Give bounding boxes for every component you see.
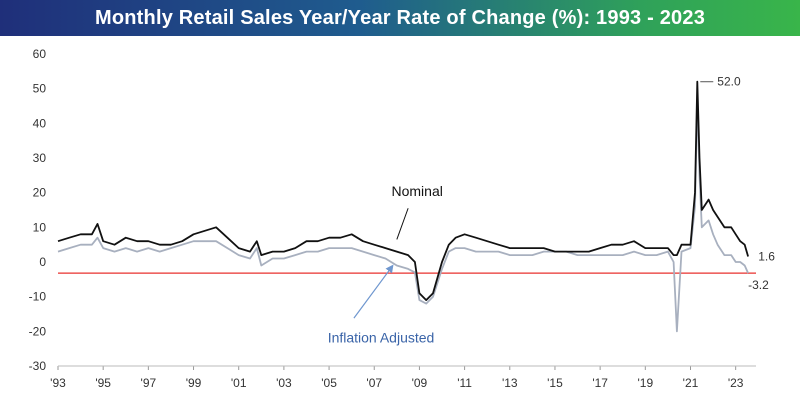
x-tick-label: '05 [321,376,337,390]
x-tick-label: '21 [683,376,699,390]
y-axis-ticks: 60 50 40 30 20 10 0 -10 -20 -30 [29,47,47,373]
y-tick-label: 0 [39,255,46,269]
y-tick-label: -30 [29,359,47,373]
x-tick-label: '99 [186,376,202,390]
x-tick-label: '95 [95,376,111,390]
y-tick-label: 20 [33,186,47,200]
y-tick-label: 50 [33,82,47,96]
x-tick-label: '23 [728,376,744,390]
y-tick-label: -10 [29,290,47,304]
inflation-adjusted-series-line [57,98,749,333]
nominal-annotation-arrow [396,208,409,240]
y-tick-label: 40 [33,116,47,130]
inflation-adjusted-annotation-arrow [353,264,394,319]
x-tick-label: '97 [141,376,157,390]
x-tick-label: '01 [231,376,247,390]
x-tick-label: '93 [50,376,66,390]
nominal-end-value-label: 1.6 [758,249,775,263]
x-tick-label: '09 [412,376,428,390]
nominal-series-line [57,80,749,302]
x-tick-label: '19 [637,376,653,390]
x-tick-label: '03 [276,376,292,390]
x-tick-label: '11 [457,376,472,390]
x-tick-label: '07 [366,376,382,390]
y-tick-label: 30 [33,151,47,165]
x-axis-ticks: '93 '95 '97 '99 '01 '03 '05 '07 '09 '11 '13 '15 '17 '… [50,366,744,390]
x-tick-label: '15 [547,376,563,390]
y-tick-label: 60 [33,47,47,61]
annotations-group: Nominal Inflation Adjusted 52.0 1.6 -3.2 [328,75,776,346]
nominal-annotation-label: Nominal [391,183,442,199]
x-tick-label: '17 [592,376,608,390]
chart-title-bar: Monthly Retail Sales Year/Year Rate of C… [0,0,800,36]
series-group [57,80,749,333]
y-tick-label: -20 [29,324,47,338]
chart-title: Monthly Retail Sales Year/Year Rate of C… [94,6,706,29]
peak-value-label: 52.0 [717,75,741,89]
inflation-adjusted-annotation-label: Inflation Adjusted [328,329,435,345]
y-tick-label: 10 [33,220,47,234]
reference-value-label: -3.2 [748,278,769,292]
x-tick-label: '13 [502,376,518,390]
